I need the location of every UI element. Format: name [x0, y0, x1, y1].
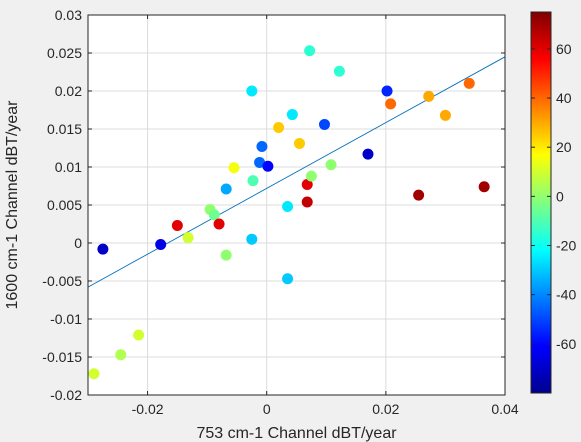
data-point [439, 109, 451, 121]
data-point [413, 189, 425, 201]
data-point [273, 121, 285, 133]
data-point [423, 90, 435, 102]
data-point [155, 239, 167, 251]
data-point [208, 209, 220, 221]
y-tick-label: 0.025 [47, 45, 82, 61]
data-point [293, 137, 305, 149]
data-point [213, 218, 225, 230]
y-tick-label: 0.02 [55, 83, 82, 99]
data-point [325, 159, 337, 171]
data-point [256, 140, 268, 152]
x-axis-ticks: -0.02 0 0.02 0.04 [132, 15, 519, 417]
data-point [478, 181, 490, 193]
x-tick-label: -0.02 [132, 401, 164, 417]
data-point [220, 249, 232, 261]
y-tick-label: 0.01 [55, 159, 82, 175]
data-point [304, 45, 316, 57]
data-point [254, 156, 266, 168]
data-point [220, 183, 232, 195]
data-point [115, 349, 127, 361]
data-point [318, 118, 330, 130]
data-point [246, 233, 258, 245]
data-point [301, 178, 313, 190]
data-point [333, 65, 345, 77]
y-tick-label: 0.005 [47, 197, 82, 213]
data-point [282, 201, 294, 213]
data-point [171, 220, 183, 232]
x-tick-label: 0 [263, 401, 271, 417]
colorbar-ticks: -60 -40 -20 0 20 40 60 [531, 41, 576, 352]
colorbar-tick-label: 0 [556, 188, 564, 204]
data-point [286, 109, 298, 121]
y-axis-ticks: -0.02 -0.015 -0.01 -0.005 0 0.005 0.01 0.015 0.0… [42, 7, 505, 403]
y-tick-label: -0.015 [42, 349, 82, 365]
x-tick-label: 0.04 [491, 401, 518, 417]
data-point [182, 232, 194, 244]
data-point [228, 162, 240, 174]
data-point [385, 98, 397, 110]
y-tick-label: -0.005 [42, 273, 82, 289]
data-point [305, 170, 317, 182]
y-tick-label: 0 [74, 235, 82, 251]
data-point [88, 368, 100, 380]
data-point [381, 85, 393, 97]
y-axis-label: 1600 cm-1 Channel dBT/year [4, 100, 21, 310]
colorbar-tick-label: -60 [556, 336, 576, 352]
colorbar-tick-label: -40 [556, 287, 576, 303]
colorbar-tick-label: 40 [556, 90, 572, 106]
data-point [282, 273, 294, 285]
x-tick-label: 0.02 [372, 401, 399, 417]
data-point [97, 243, 109, 255]
colorbar-tick-label: 20 [556, 139, 572, 155]
colorbar-tick-label: 60 [556, 41, 572, 57]
data-point [362, 148, 374, 160]
y-tick-label: 0.015 [47, 121, 82, 137]
data-points [88, 45, 490, 380]
colorbar [530, 11, 552, 394]
colorbar-tick-label: -20 [556, 238, 576, 254]
y-tick-label: -0.02 [50, 387, 82, 403]
y-tick-label: -0.01 [50, 311, 82, 327]
data-point [301, 196, 313, 208]
data-point [133, 329, 145, 341]
data-point [262, 160, 274, 172]
data-point [463, 77, 475, 89]
data-point [247, 175, 259, 187]
x-axis-label: 753 cm-1 Channel dBT/year [196, 425, 397, 442]
data-point [246, 85, 258, 97]
y-tick-label: 0.03 [55, 7, 82, 23]
